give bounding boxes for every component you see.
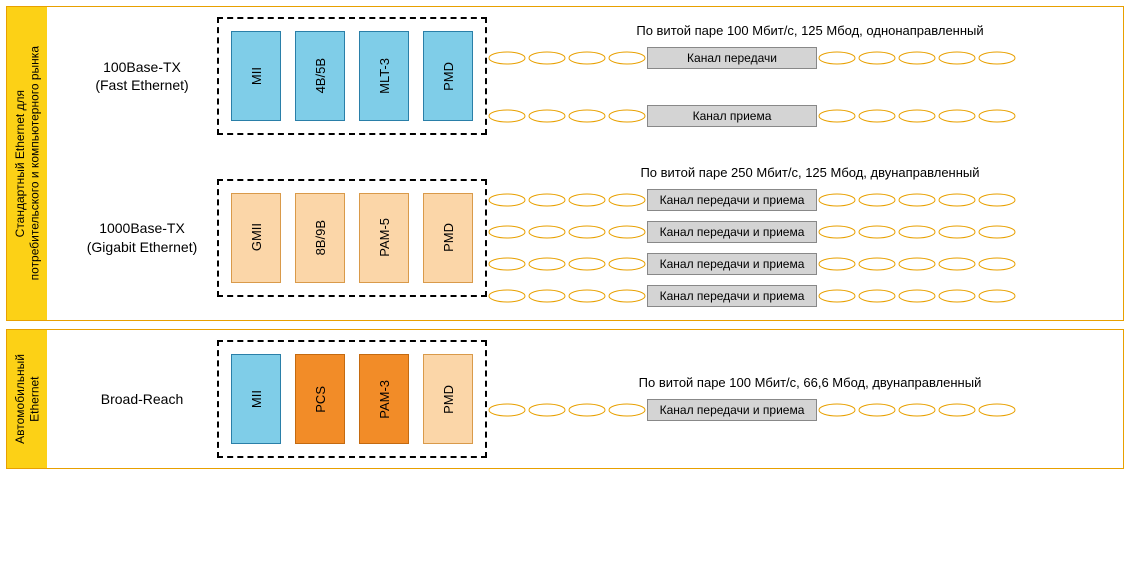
- phy-block-label: PMD: [441, 223, 456, 252]
- phy-block-label: MII: [249, 390, 264, 408]
- channel-line: Канал передачи и приема: [487, 396, 1113, 424]
- channel-box: Канал приема: [647, 105, 817, 127]
- phy-block: PMD: [423, 31, 473, 121]
- phy-block: 4B/5B: [295, 31, 345, 121]
- channels-area: По витой паре 100 Мбит/с, 66,6 Мбод, дву…: [487, 375, 1113, 424]
- channel-lines: Канал передачи и приема Канал передачи и …: [487, 186, 1113, 310]
- channels-area: По витой паре 250 Мбит/с, 125 Мбод, двун…: [487, 165, 1113, 310]
- phy-block-label: PAM-3: [377, 380, 392, 419]
- phy-block-label: PMD: [441, 62, 456, 91]
- row-fast: 100Base-TX(Fast Ethernet) MII 4B/5B MLT-3 PM…: [67, 17, 1113, 135]
- phy-box: MII PCS PAM-3 PMD: [217, 340, 487, 458]
- channel-line: Канал передачи: [487, 44, 1113, 72]
- phy-block-label: 8B/9B: [313, 220, 328, 255]
- phy-block: PCS: [295, 354, 345, 444]
- channel-line: Канал передачи и приема: [487, 282, 1113, 310]
- phy-block: GMII: [231, 193, 281, 283]
- phy-block-label: PAM-5: [377, 218, 392, 257]
- row-label: Broad-Reach: [67, 390, 217, 408]
- phy-block: PAM-5: [359, 193, 409, 283]
- phy-block: MLT-3: [359, 31, 409, 121]
- phy-block: PMD: [423, 193, 473, 283]
- channel-line: Канал передачи и приема: [487, 250, 1113, 278]
- channel-box: Канал передачи и приема: [647, 253, 817, 275]
- section-auto: Автомобильный Ethernet Broad-Reach MII PCS P…: [6, 329, 1124, 469]
- phy-block: 8B/9B: [295, 193, 345, 283]
- phy-block-label: MLT-3: [377, 58, 392, 94]
- phy-block: MII: [231, 354, 281, 444]
- channels-area: По витой паре 100 Мбит/с, 125 Мбод, одно…: [487, 23, 1113, 130]
- row-label: 1000Base-TX(Gigabit Ethernet): [67, 219, 217, 255]
- section-body: Broad-Reach MII PCS PAM-3 PMD По витой паре 1…: [47, 330, 1123, 468]
- section-label-text: Автомобильный Ethernet: [13, 354, 42, 444]
- channel-box: Канал передачи и приема: [647, 399, 817, 421]
- channel-line: Канал передачи и приема: [487, 186, 1113, 214]
- section-label: Автомобильный Ethernet: [7, 330, 47, 468]
- phy-block: MII: [231, 31, 281, 121]
- channel-line: Канал передачи и приема: [487, 218, 1113, 246]
- row-broadreach: Broad-Reach MII PCS PAM-3 PMD По витой паре 1…: [67, 340, 1113, 458]
- phy-block-label: PCS: [313, 386, 328, 413]
- row-gigabit: 1000Base-TX(Gigabit Ethernet) GMII 8B/9B PA…: [67, 165, 1113, 310]
- channel-lines: Канал передачи Канал приема: [487, 44, 1113, 130]
- channel-box: Канал передачи и приема: [647, 285, 817, 307]
- section-body: 100Base-TX(Fast Ethernet) MII 4B/5B MLT-3 PM…: [47, 7, 1123, 320]
- phy-block-label: GMII: [249, 223, 264, 251]
- channel-box: Канал передачи и приема: [647, 189, 817, 211]
- phy-box: GMII 8B/9B PAM-5 PMD: [217, 179, 487, 297]
- phy-block-label: PMD: [441, 385, 456, 414]
- section-label-text: Стандартный Ethernet для потребительског…: [13, 46, 42, 280]
- channel-line: Канал приема: [487, 102, 1113, 130]
- phy-box: MII 4B/5B MLT-3 PMD: [217, 17, 487, 135]
- channel-caption: По витой паре 100 Мбит/с, 66,6 Мбод, дву…: [487, 375, 1113, 390]
- section-label: Стандартный Ethernet для потребительског…: [7, 7, 47, 320]
- phy-block-label: 4B/5B: [313, 58, 328, 93]
- channel-lines: Канал передачи и приема: [487, 396, 1113, 424]
- ethernet-diagram: Стандартный Ethernet для потребительског…: [0, 0, 1130, 475]
- phy-block: PMD: [423, 354, 473, 444]
- phy-block-label: MII: [249, 67, 264, 85]
- section-consumer: Стандартный Ethernet для потребительског…: [6, 6, 1124, 321]
- channel-box: Канал передачи и приема: [647, 221, 817, 243]
- row-label: 100Base-TX(Fast Ethernet): [67, 58, 217, 94]
- channel-box: Канал передачи: [647, 47, 817, 69]
- channel-caption: По витой паре 250 Мбит/с, 125 Мбод, двун…: [487, 165, 1113, 180]
- phy-block: PAM-3: [359, 354, 409, 444]
- channel-caption: По витой паре 100 Мбит/с, 125 Мбод, одно…: [487, 23, 1113, 38]
